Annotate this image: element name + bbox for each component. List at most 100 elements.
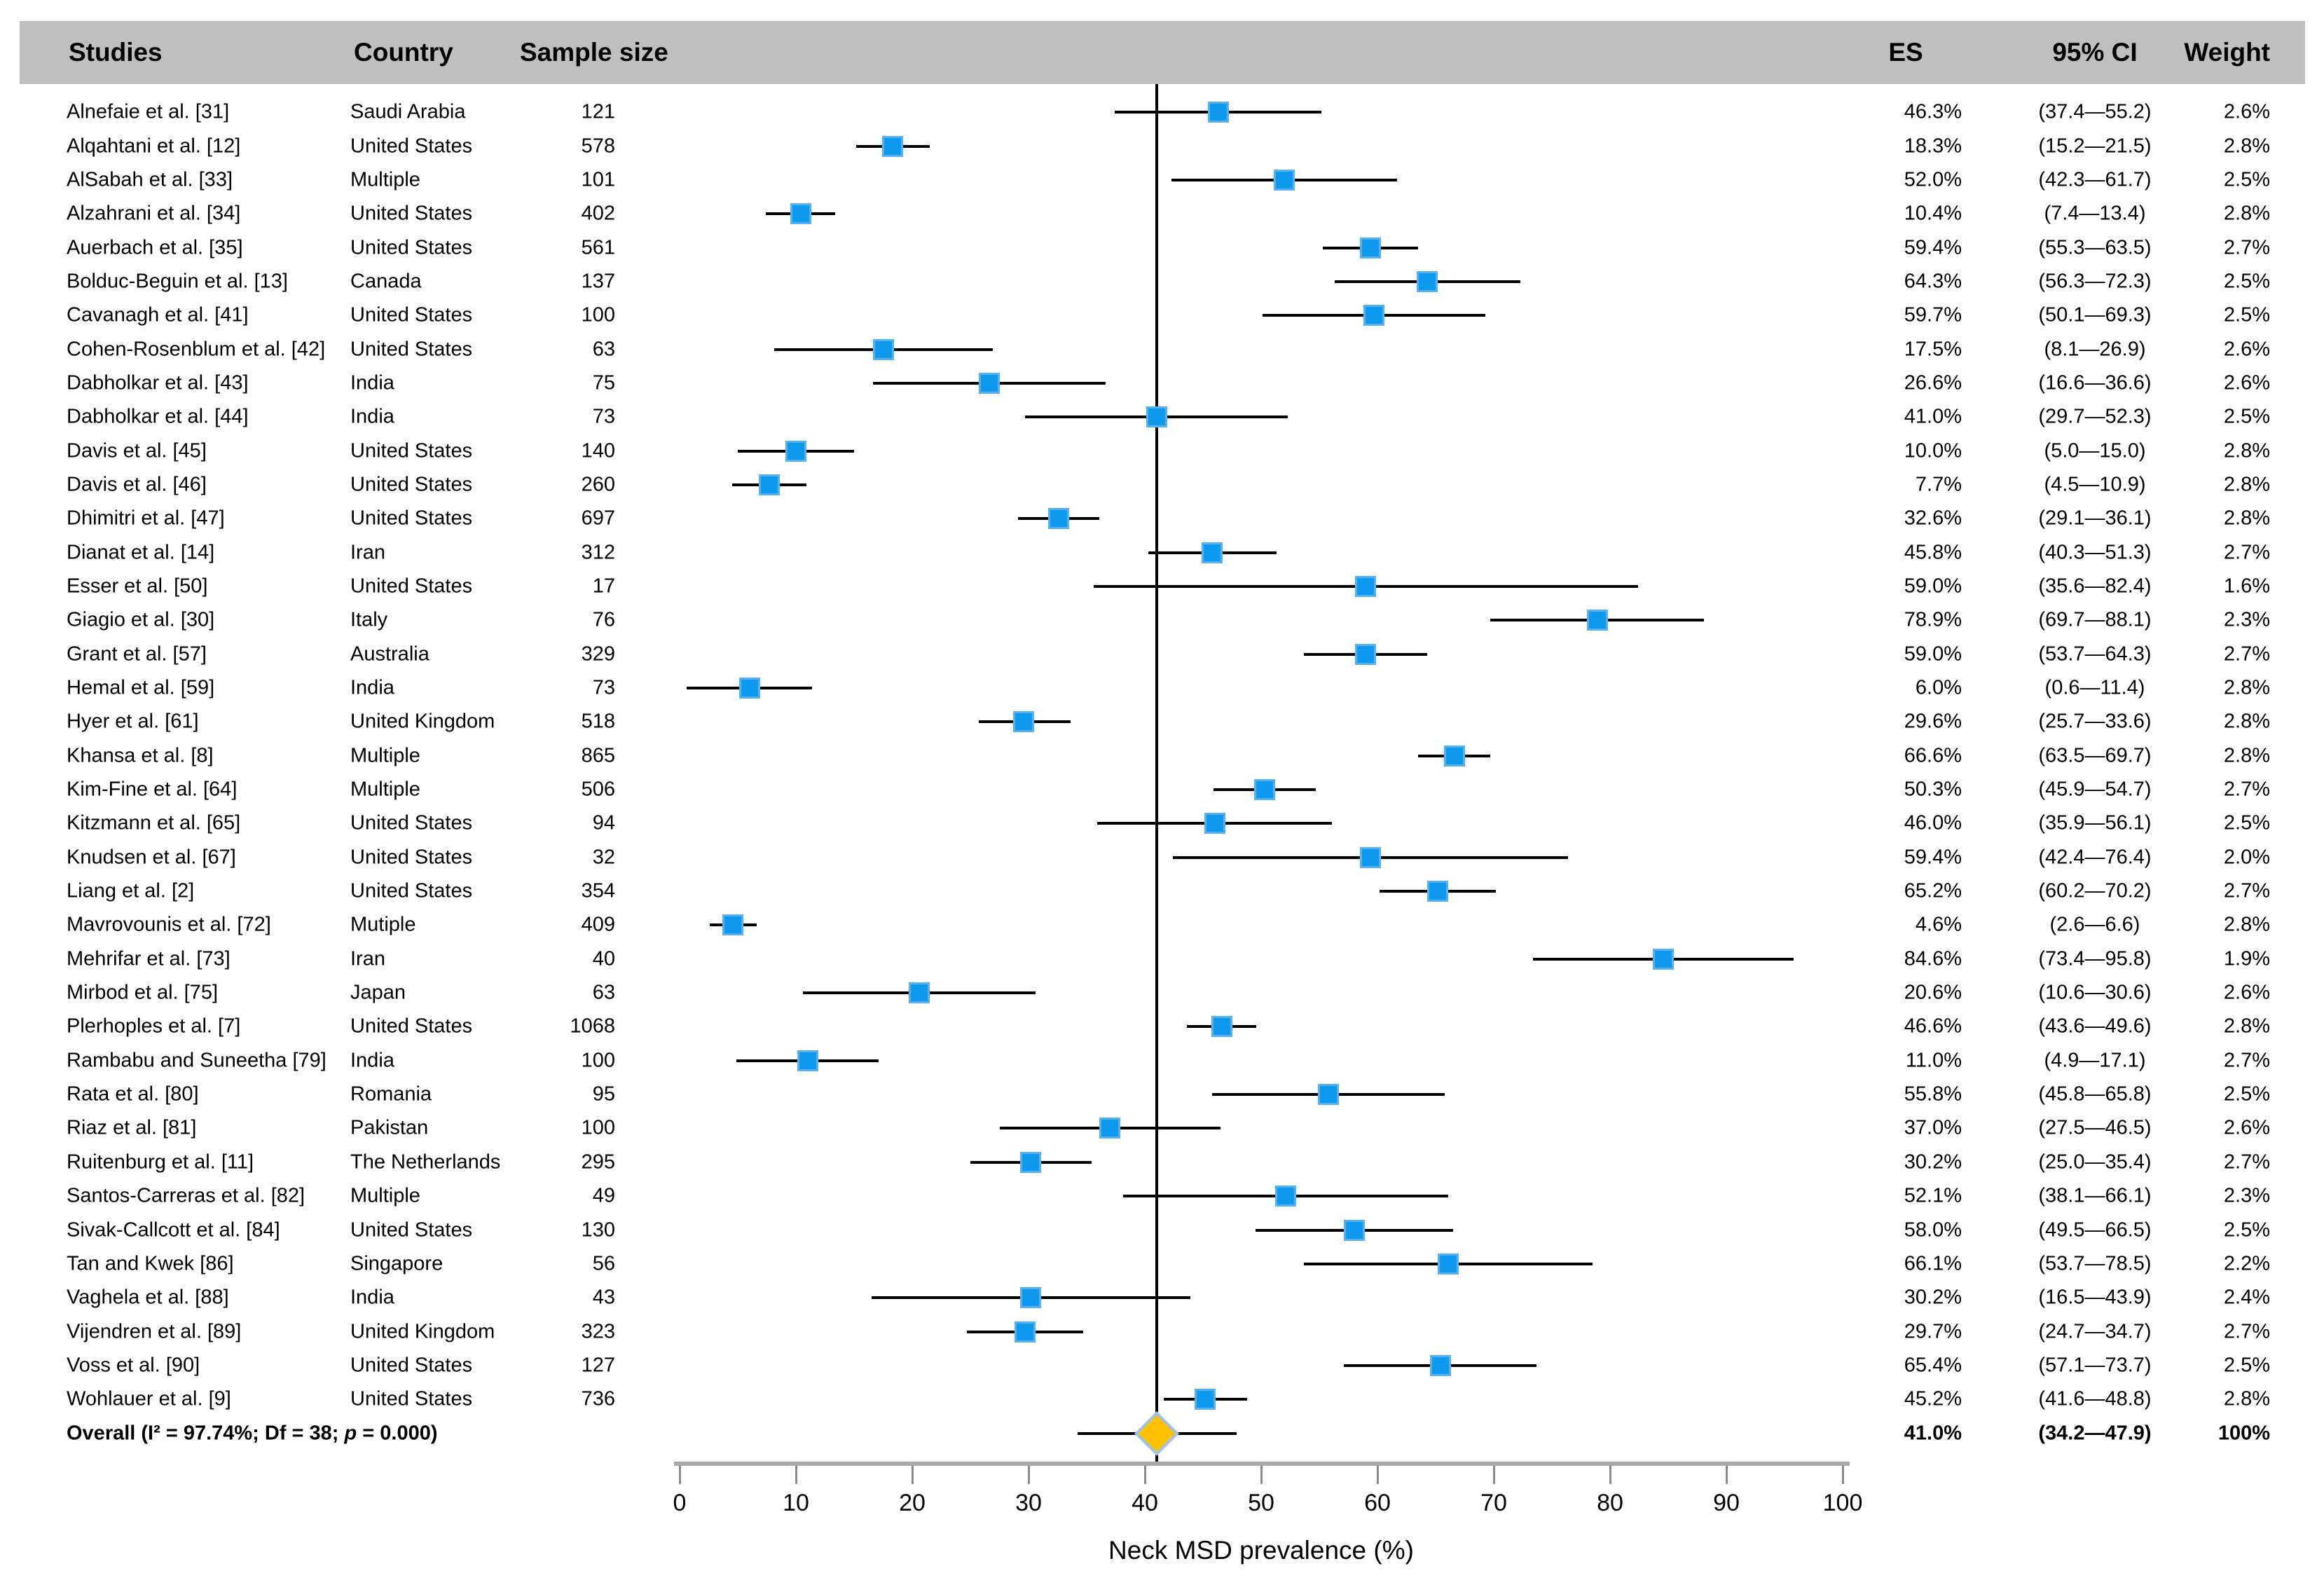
study-name: Riaz et al. [81] — [67, 1116, 197, 1139]
x-axis-tick — [1609, 1466, 1611, 1484]
overall-diamond-marker — [1134, 1410, 1179, 1456]
study-name: Ruitenburg et al. [11] — [67, 1150, 254, 1174]
x-axis-tick-label: 20 — [899, 1490, 926, 1516]
es-marker — [1013, 711, 1035, 733]
table-row: Tan and Kwek [86] Singapore 56 66.1% (53.7—7… — [0, 1247, 2324, 1281]
study-sample-size: 865 — [581, 744, 615, 767]
study-es: 10.4% — [1904, 202, 1962, 225]
study-sample-size: 17 — [592, 575, 615, 598]
study-ci: (15.2—21.5) — [2038, 135, 2152, 158]
study-ci: (45.9—54.7) — [2038, 778, 2152, 801]
study-rows: Alnefaie et al. [31] Saudi Arabia 121 46.3%… — [0, 95, 2324, 1456]
study-sample-size: 94 — [592, 811, 615, 834]
study-ci: (41.6—48.8) — [2038, 1387, 2152, 1410]
es-marker — [1427, 881, 1449, 902]
study-name: Dianat et al. [14] — [67, 541, 215, 564]
study-name: Dabholkar et al. [44] — [67, 405, 249, 428]
study-country: United States — [350, 338, 473, 361]
study-country: United Kingdom — [350, 1320, 495, 1343]
study-country: India — [350, 1049, 394, 1072]
es-marker — [1653, 948, 1675, 970]
study-ci: (35.6—82.4) — [2038, 575, 2152, 598]
column-header-country: Country — [354, 38, 453, 67]
study-weight: 2.3% — [2223, 1184, 2270, 1207]
es-marker — [1363, 305, 1384, 327]
study-ci: (56.3—72.3) — [2038, 270, 2152, 293]
x-axis-tick-label: 0 — [673, 1490, 687, 1516]
study-weight: 2.0% — [2223, 846, 2270, 869]
es-marker — [1429, 1354, 1451, 1376]
study-sample-size: 76 — [592, 608, 615, 631]
study-country: United Kingdom — [350, 710, 495, 733]
overall-label-post: = 0.000) — [357, 1422, 438, 1445]
study-es: 66.1% — [1904, 1252, 1962, 1275]
table-row: Bolduc-Beguin et al. [13] Canada 137 64.3% (… — [0, 265, 2324, 298]
study-name: Voss et al. [90] — [67, 1354, 200, 1377]
es-marker — [1207, 102, 1229, 123]
study-weight: 2.8% — [2223, 135, 2270, 158]
overall-label-pre: Overall (I² = 97.74%; Df = 38; — [67, 1422, 345, 1445]
es-marker — [1202, 542, 1223, 563]
study-country: India — [350, 676, 394, 699]
study-weight: 2.5% — [2223, 811, 2270, 834]
study-country: India — [350, 371, 394, 394]
x-axis-tick-label: 100 — [1822, 1490, 1863, 1516]
study-weight: 2.5% — [2223, 1083, 2270, 1106]
reference-line — [1155, 84, 1158, 1466]
table-row: Grant et al. [57] Australia 329 59.0% (53.7—… — [0, 638, 2324, 671]
study-country: Italy — [350, 608, 388, 631]
study-weight: 2.7% — [2223, 1049, 2270, 1072]
study-ci: (29.7—52.3) — [2038, 405, 2152, 428]
es-marker — [1204, 813, 1225, 834]
study-weight: 2.5% — [2223, 1354, 2270, 1377]
study-country: United States — [350, 879, 473, 902]
study-es: 58.0% — [1904, 1218, 1962, 1242]
study-country: United States — [350, 303, 473, 327]
study-ci: (7.4—13.4) — [2044, 202, 2146, 225]
study-name: Dabholkar et al. [43] — [67, 371, 249, 394]
study-es: 7.7% — [1915, 473, 1962, 496]
study-name: Plerhoples et al. [7] — [67, 1015, 241, 1038]
study-sample-size: 127 — [581, 1354, 615, 1377]
es-marker — [1360, 846, 1381, 868]
table-row: Vijendren et al. [89] United Kingdom 323 29… — [0, 1314, 2324, 1348]
study-es: 66.6% — [1904, 744, 1962, 767]
study-weight: 2.6% — [2223, 338, 2270, 361]
study-es: 6.0% — [1915, 676, 1962, 699]
study-country: Multiple — [350, 778, 420, 801]
es-marker — [1146, 406, 1167, 428]
study-ci: (4.5—10.9) — [2044, 473, 2146, 496]
study-sample-size: 137 — [581, 270, 615, 293]
overall-es: 41.0% — [1904, 1422, 1962, 1445]
x-axis-title: Neck MSD prevalence (%) — [1108, 1536, 1414, 1565]
study-es: 78.9% — [1904, 608, 1962, 631]
study-sample-size: 100 — [581, 1116, 615, 1139]
x-axis-tick — [1725, 1466, 1728, 1484]
es-marker — [1355, 643, 1377, 665]
es-marker — [758, 474, 780, 495]
study-name: Dhimitri et al. [47] — [67, 507, 225, 530]
study-name: Bolduc-Beguin et al. [13] — [67, 270, 288, 293]
study-weight: 2.7% — [2223, 1150, 2270, 1174]
table-row: Knudsen et al. [67] United States 32 59.4% (… — [0, 841, 2324, 874]
study-country: United States — [350, 811, 473, 834]
study-name: Khansa et al. [8] — [67, 744, 214, 767]
study-es: 41.0% — [1904, 405, 1962, 428]
study-sample-size: 697 — [581, 507, 615, 530]
column-header-ci: 95% CI — [2052, 38, 2138, 67]
study-es: 46.3% — [1904, 100, 1962, 123]
column-header-weight: Weight — [2184, 38, 2270, 67]
study-es: 37.0% — [1904, 1116, 1962, 1139]
es-marker — [1343, 1219, 1365, 1241]
study-es: 59.0% — [1904, 575, 1962, 598]
study-ci: (50.1—69.3) — [2038, 303, 2152, 327]
study-country: United States — [350, 202, 473, 225]
study-country: United States — [350, 1354, 473, 1377]
study-sample-size: 40 — [592, 947, 615, 970]
study-sample-size: 1068 — [570, 1015, 615, 1038]
x-axis-tick — [1841, 1466, 1844, 1484]
study-weight: 2.8% — [2223, 676, 2270, 699]
study-ci: (5.0—15.0) — [2044, 439, 2146, 462]
study-es: 45.2% — [1904, 1387, 1962, 1410]
study-country: Multiple — [350, 744, 420, 767]
